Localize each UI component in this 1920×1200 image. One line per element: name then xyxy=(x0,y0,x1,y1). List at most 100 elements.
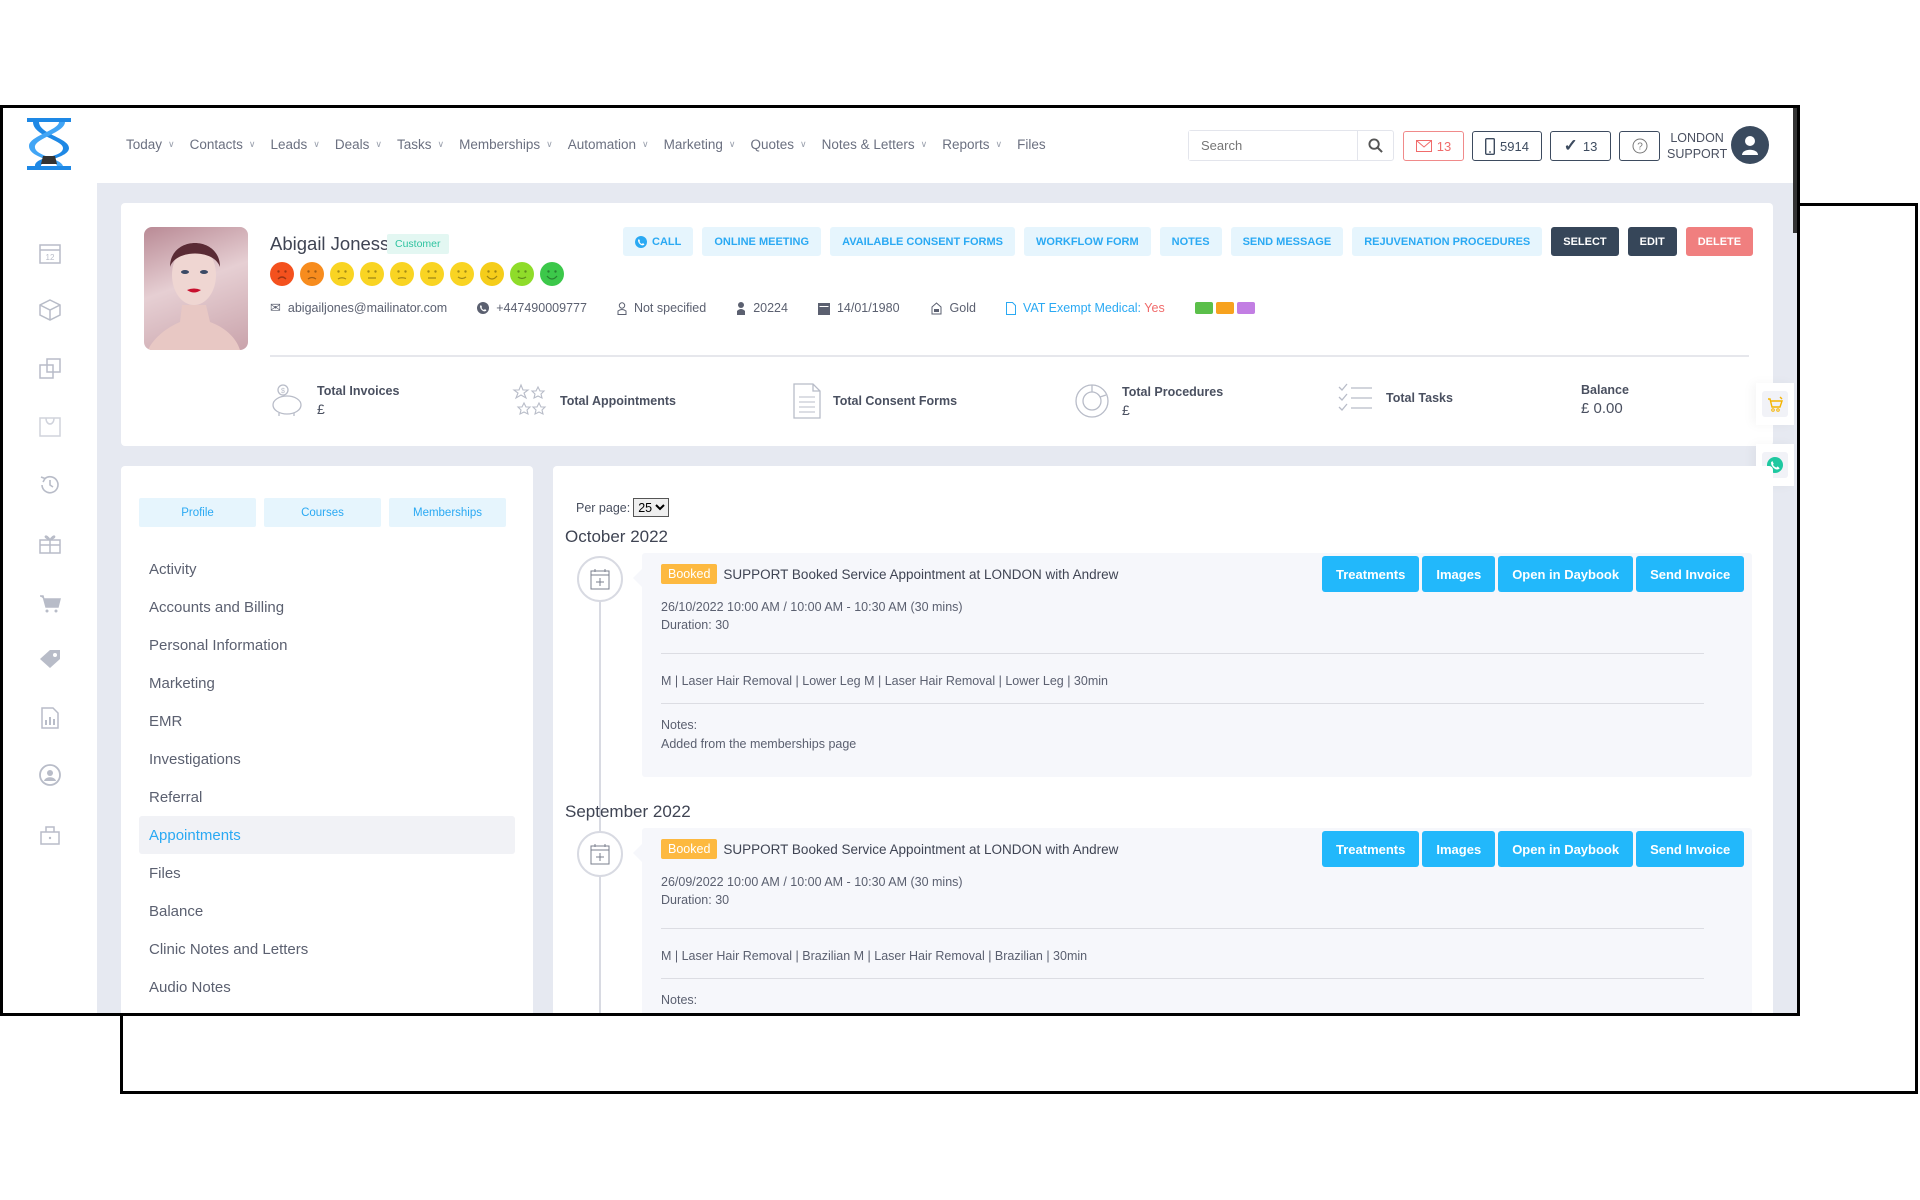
cart-float-button[interactable] xyxy=(1756,383,1794,425)
box-icon[interactable] xyxy=(38,298,62,322)
color-tag-orange xyxy=(1215,302,1234,314)
menu-item-appointments[interactable]: Appointments xyxy=(139,816,515,854)
nav-memberships[interactable]: Memberships ∨ xyxy=(459,137,553,152)
nav-quotes[interactable]: Quotes ∨ xyxy=(751,137,807,152)
page-scrollbar[interactable] xyxy=(1793,108,1797,233)
calendar-icon[interactable]: 12 xyxy=(38,241,62,265)
delete-button[interactable]: DELETE xyxy=(1685,227,1754,256)
nav-tasks[interactable]: Tasks ∨ xyxy=(397,137,444,152)
nav-today[interactable]: Today ∨ xyxy=(126,137,175,152)
treatments-button[interactable]: Treatments xyxy=(1322,831,1420,867)
inbox-icon[interactable] xyxy=(38,414,62,438)
nav-files[interactable]: Files xyxy=(1017,137,1046,152)
menu-item-balance[interactable]: Balance xyxy=(149,902,204,920)
notes-text: Added from the memberships page xyxy=(661,737,857,751)
status-badge: Booked xyxy=(661,564,718,584)
satisfaction-face-icon[interactable] xyxy=(480,262,504,286)
stars-icon xyxy=(512,383,547,416)
satisfaction-face-icon[interactable] xyxy=(270,262,294,286)
menu-item-investigations[interactable]: Investigations xyxy=(149,750,241,768)
stat-label: Total Consent Forms xyxy=(833,394,958,408)
nav-marketing[interactable]: Marketing ∨ xyxy=(664,137,736,152)
info-vat: VAT Exempt Medical: Yes xyxy=(1005,301,1165,315)
nav-leads[interactable]: Leads ∨ xyxy=(271,137,320,152)
images-button[interactable]: Images xyxy=(1422,556,1496,592)
help-icon: ? xyxy=(1632,138,1647,154)
satisfaction-face-icon[interactable] xyxy=(450,262,474,286)
sms-badge[interactable]: 5914 xyxy=(1472,131,1542,161)
select-button[interactable]: SELECT xyxy=(1551,227,1619,256)
document-icon xyxy=(793,383,821,419)
color-tag-green xyxy=(1194,302,1213,314)
notes-button[interactable]: NOTES xyxy=(1159,227,1222,256)
user-name[interactable]: LONDON SUPPORT xyxy=(1667,130,1727,162)
status-badge: Booked xyxy=(661,839,718,859)
tab-memberships[interactable]: Memberships xyxy=(389,498,506,527)
nav-contacts[interactable]: Contacts ∨ xyxy=(190,137,256,152)
cart-icon[interactable] xyxy=(38,590,62,614)
menu-item-audio-notes[interactable]: Audio Notes xyxy=(149,978,231,996)
images-button[interactable]: Images xyxy=(1422,831,1496,867)
menu-item-clinic-notes[interactable]: Clinic Notes and Letters xyxy=(149,940,309,958)
workflow-form-button[interactable]: WORKFLOW FORM xyxy=(1024,227,1151,256)
search-button[interactable] xyxy=(1357,131,1393,160)
satisfaction-face-icon[interactable] xyxy=(360,262,384,286)
nav-automation[interactable]: Automation ∨ xyxy=(568,137,649,152)
lock-icon[interactable] xyxy=(38,822,62,846)
satisfaction-face-icon[interactable] xyxy=(330,262,354,286)
open-in-daybook-button[interactable]: Open in Daybook xyxy=(1498,556,1634,592)
nav-label: Reports xyxy=(942,137,990,152)
icon-sidebar: 12 xyxy=(3,183,97,1013)
tasks-badge[interactable]: ✓ 13 xyxy=(1550,131,1611,161)
satisfaction-face-icon[interactable] xyxy=(300,262,324,286)
menu-item-activity[interactable]: Activity xyxy=(149,560,197,578)
menu-item-accounts-billing[interactable]: Accounts and Billing xyxy=(149,598,285,616)
send-invoice-button[interactable]: Send Invoice xyxy=(1636,556,1745,592)
user-avatar[interactable] xyxy=(1731,126,1769,164)
copy-icon[interactable] xyxy=(38,357,62,381)
stat-value: £ xyxy=(1122,401,1130,418)
nav-label: Contacts xyxy=(189,137,243,152)
history-icon[interactable] xyxy=(38,473,62,497)
gift-icon[interactable] xyxy=(38,531,62,555)
help-button[interactable]: ? xyxy=(1619,131,1660,161)
tab-profile[interactable]: Profile xyxy=(139,498,256,527)
menu-item-marketing[interactable]: Marketing xyxy=(149,674,215,692)
satisfaction-face-icon[interactable] xyxy=(390,262,414,286)
nav-notes-letters[interactable]: Notes & Letters ∨ xyxy=(822,137,928,152)
nav-label: Notes & Letters xyxy=(821,137,915,152)
tag-icon[interactable] xyxy=(38,647,62,671)
menu-item-files[interactable]: Files xyxy=(149,864,181,882)
rejuvenation-procedures-button[interactable]: REJUVENATION PROCEDURES xyxy=(1352,227,1543,256)
send-invoice-button[interactable]: Send Invoice xyxy=(1636,831,1745,867)
menu-item-personal-information[interactable]: Personal Information xyxy=(149,636,288,654)
send-message-button[interactable]: SEND MESSAGE xyxy=(1230,227,1344,256)
nav-deals[interactable]: Deals ∨ xyxy=(335,137,382,152)
menu-item-referral[interactable]: Referral xyxy=(149,788,203,806)
satisfaction-face-icon[interactable] xyxy=(540,262,564,286)
treatments-button[interactable]: Treatments xyxy=(1322,556,1420,592)
online-meeting-button[interactable]: ONLINE MEETING xyxy=(702,227,822,256)
satisfaction-face-icon[interactable] xyxy=(510,262,534,286)
vat-value: Yes xyxy=(1144,301,1165,315)
menu-item-emr[interactable]: EMR xyxy=(149,712,183,730)
nav-reports[interactable]: Reports ∨ xyxy=(942,137,1002,152)
consent-forms-button[interactable]: AVAILABLE CONSENT FORMS xyxy=(830,227,1015,256)
satisfaction-face-icon[interactable] xyxy=(420,262,444,286)
button-label: CALL xyxy=(652,235,682,248)
report-icon[interactable] xyxy=(38,706,62,730)
edit-button[interactable]: EDIT xyxy=(1627,227,1677,256)
tab-courses[interactable]: Courses xyxy=(264,498,381,527)
per-page-select[interactable]: 25 xyxy=(633,498,670,517)
checklist-icon xyxy=(1338,383,1372,411)
month-heading: October 2022 xyxy=(565,527,669,546)
mail-badge[interactable]: 13 xyxy=(1403,131,1464,161)
open-in-daybook-button[interactable]: Open in Daybook xyxy=(1498,831,1634,867)
search-input[interactable] xyxy=(1189,131,1357,160)
divider xyxy=(661,703,1704,704)
user-line1: LONDON xyxy=(1670,131,1724,145)
call-button[interactable]: CALL xyxy=(623,227,694,256)
user-circle-icon[interactable] xyxy=(38,763,62,787)
app-logo[interactable] xyxy=(25,118,73,175)
stat-label: Balance xyxy=(1581,383,1629,397)
